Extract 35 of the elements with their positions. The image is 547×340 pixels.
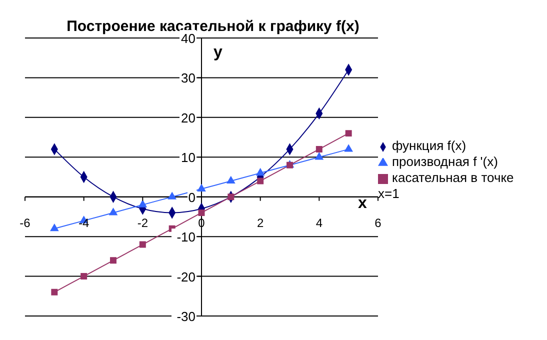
x-tick-label: 6 bbox=[374, 216, 382, 230]
y-tick-label: 0 bbox=[188, 190, 196, 205]
x-tick-label: 2 bbox=[256, 216, 264, 230]
y-tick-label: -30 bbox=[176, 309, 196, 324]
x-axis-title: x bbox=[358, 194, 367, 213]
point bbox=[226, 176, 235, 184]
legend-label: функция f(x) bbox=[392, 138, 466, 153]
point bbox=[198, 210, 205, 216]
y-axis-title: y bbox=[214, 44, 222, 62]
point bbox=[345, 130, 352, 137]
point bbox=[139, 241, 146, 248]
y-tick-label: -20 bbox=[176, 269, 196, 284]
x-tick-label: 4 bbox=[316, 216, 323, 230]
point bbox=[257, 178, 264, 184]
point bbox=[344, 144, 353, 152]
point bbox=[51, 288, 58, 296]
point bbox=[109, 208, 118, 216]
y-tick-label: 10 bbox=[181, 150, 196, 166]
y-tick-label: 20 bbox=[181, 110, 196, 126]
point bbox=[50, 224, 58, 232]
x-tick-label: -6 bbox=[20, 216, 31, 230]
legend-label: касательная в точке x=1 bbox=[378, 170, 514, 201]
point bbox=[256, 168, 264, 176]
point bbox=[315, 152, 324, 160]
y-tick-label: -10 bbox=[176, 230, 196, 245]
point bbox=[138, 200, 147, 208]
point bbox=[197, 184, 206, 192]
point bbox=[80, 273, 88, 280]
x-tick-label: -2 bbox=[137, 216, 148, 230]
point bbox=[168, 192, 176, 200]
point bbox=[110, 257, 116, 264]
point bbox=[316, 146, 322, 152]
y-tick-label: 30 bbox=[181, 70, 196, 86]
y-tick-label: 40 bbox=[181, 31, 196, 46]
legend-label: производная f '(x) bbox=[392, 154, 498, 169]
